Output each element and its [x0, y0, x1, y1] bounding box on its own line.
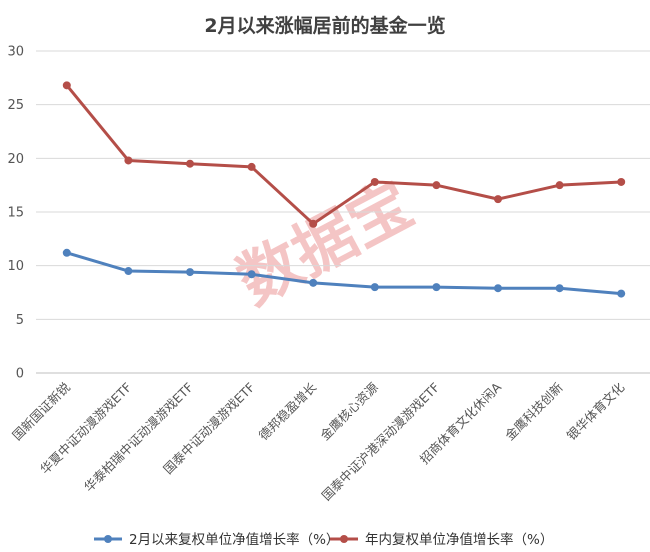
data-point — [247, 270, 256, 279]
data-point — [432, 283, 441, 292]
series-line-1 — [65, 251, 623, 296]
x-category-label: 金鹰核心资源 — [317, 379, 381, 443]
data-point — [62, 81, 71, 90]
x-category-label: 国泰中证沪港深动漫游戏ETF — [319, 380, 443, 504]
data-point — [617, 177, 626, 186]
x-category-label: 金鹰科技创新 — [502, 380, 566, 444]
legend-label: 年内复权单位净值增长率（%） — [365, 531, 553, 548]
data-point — [555, 284, 564, 293]
data-point — [62, 248, 71, 257]
data-point — [432, 181, 441, 190]
y-tick-label: 25 — [7, 98, 24, 113]
legend-swatch-marker — [340, 535, 348, 543]
chart-title: 2月以来涨幅居前的基金一览 — [204, 14, 445, 37]
data-point — [186, 159, 194, 168]
y-tick-label: 5 — [16, 313, 24, 328]
x-category-label: 银华体育文化 — [564, 379, 628, 443]
data-point — [247, 162, 256, 171]
x-category-label: 德邦稳盈增长 — [256, 379, 320, 443]
y-tick-label: 15 — [7, 206, 24, 221]
data-point — [309, 219, 318, 228]
data-point — [617, 289, 626, 298]
data-point — [555, 181, 564, 190]
y-tick-label: 10 — [7, 259, 24, 274]
data-point — [186, 268, 194, 277]
y-tick-label: 20 — [7, 152, 24, 167]
series-line-2 — [65, 83, 623, 226]
y-tick-label: 30 — [7, 45, 24, 60]
y-tick-label: 0 — [16, 367, 24, 382]
legend-label: 2月以来复权单位净值增长率（%） — [129, 531, 339, 548]
data-point — [494, 284, 502, 293]
data-point — [309, 278, 318, 287]
data-point — [124, 156, 133, 165]
data-point — [370, 177, 379, 186]
watermark-text: 数据宝 — [226, 167, 425, 319]
data-point — [124, 267, 133, 276]
x-category-label: 华泰柏瑞中证动漫游戏ETF — [81, 380, 196, 495]
legend-swatch-marker — [104, 535, 112, 543]
x-category-label: 国新国证新锐 — [9, 379, 73, 443]
data-point — [370, 283, 379, 292]
data-point — [494, 195, 502, 204]
